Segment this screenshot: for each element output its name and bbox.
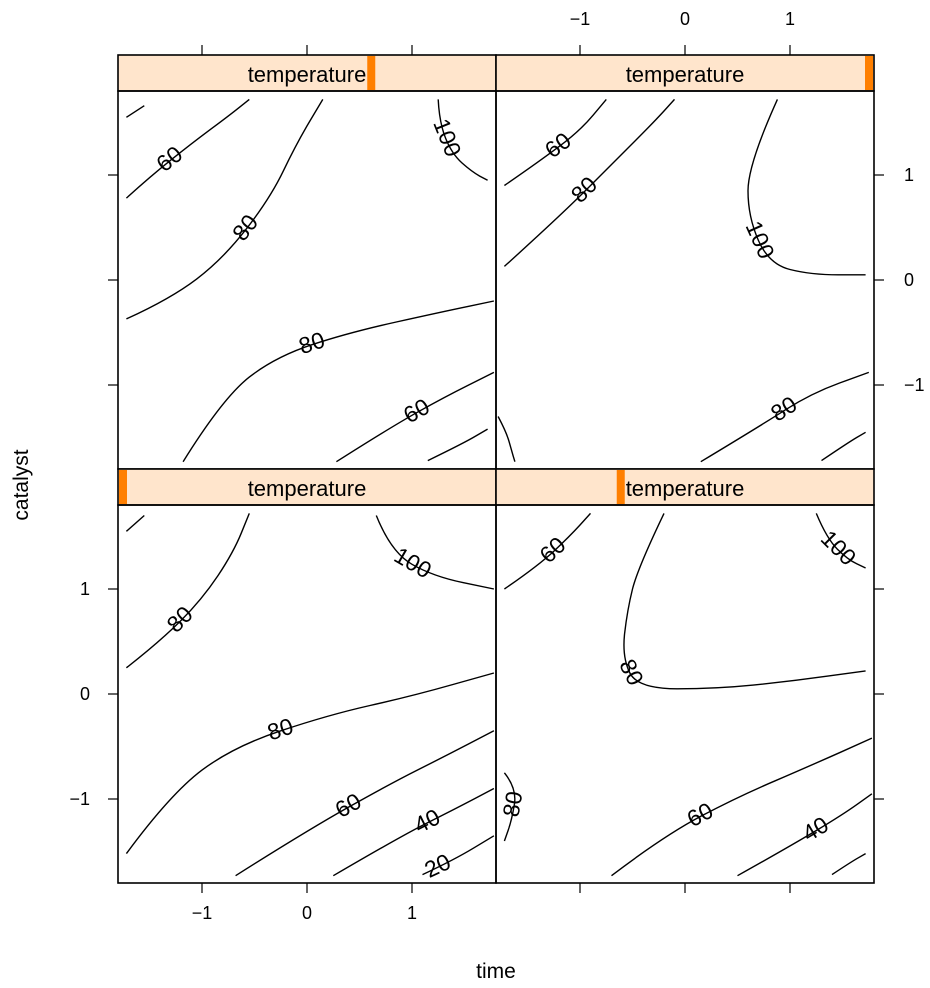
strip-label: temperature bbox=[626, 62, 745, 87]
x-axis-title: time bbox=[476, 960, 516, 983]
contour-line bbox=[126, 105, 145, 118]
contour-line bbox=[422, 835, 495, 876]
panel-2: temperature 60 80 100 80 bbox=[495, 54, 875, 470]
axes-layer: −1 0 1 −1 0 1 1 0 −1 1 0 −1 bbox=[69, 9, 924, 923]
contour-line bbox=[747, 99, 866, 276]
contour-line bbox=[182, 300, 495, 463]
y-tick-label-left: −1 bbox=[69, 789, 90, 809]
contour-label: 80 bbox=[566, 171, 602, 207]
contour-line bbox=[126, 99, 324, 320]
contour-line bbox=[125, 98, 250, 199]
contour-line bbox=[821, 431, 866, 462]
contour-line bbox=[375, 515, 495, 590]
contour-label: 60 bbox=[331, 788, 366, 823]
contour-label: 40 bbox=[410, 804, 445, 839]
contour-line bbox=[700, 371, 870, 463]
contour-line bbox=[235, 730, 495, 877]
contour-line bbox=[125, 513, 250, 669]
contour-label: 80 bbox=[295, 326, 327, 359]
panel-3: temperature 80 100 80 60 40 20 bbox=[117, 468, 497, 884]
contour-line bbox=[623, 513, 866, 690]
contour-line bbox=[737, 793, 873, 877]
strip-marker bbox=[616, 470, 625, 504]
contour-line bbox=[336, 371, 495, 463]
x-tick-label-bottom: 0 bbox=[302, 903, 312, 923]
contour-line bbox=[504, 512, 592, 590]
x-tick-label-top: −1 bbox=[570, 9, 591, 29]
contour-label: 60 bbox=[540, 127, 576, 163]
strip-label: temperature bbox=[626, 476, 745, 501]
contour-line bbox=[427, 428, 488, 462]
contours bbox=[503, 512, 873, 877]
contour-label: 80 bbox=[498, 789, 528, 819]
contours bbox=[125, 98, 495, 463]
x-tick-label-top: 0 bbox=[680, 9, 690, 29]
y-tick-label-right: −1 bbox=[904, 375, 925, 395]
contour-line bbox=[125, 514, 145, 532]
contour-line bbox=[815, 513, 866, 569]
contour-label: 100 bbox=[428, 115, 466, 160]
x-tick-label-bottom: 1 bbox=[407, 903, 417, 923]
strip-box bbox=[117, 54, 497, 92]
contour-label: 80 bbox=[264, 713, 296, 746]
strip-label: temperature bbox=[248, 476, 367, 501]
strip-marker bbox=[119, 470, 127, 504]
contour-label: 60 bbox=[399, 393, 434, 428]
contour-line bbox=[503, 772, 516, 842]
y-tick-label-left: 0 bbox=[80, 684, 90, 704]
contour-line bbox=[611, 737, 873, 877]
y-tick-label-right: 0 bbox=[904, 270, 914, 290]
contour-line bbox=[504, 98, 607, 187]
contour-line bbox=[831, 852, 866, 876]
x-tick-label-top: 1 bbox=[785, 9, 795, 29]
contour-label: 40 bbox=[798, 811, 833, 846]
y-tick-label-left: 1 bbox=[80, 579, 90, 599]
y-axis-title: catalyst bbox=[10, 449, 33, 520]
contour-label: 80 bbox=[766, 391, 802, 427]
strip-box bbox=[495, 468, 875, 506]
strip-marker bbox=[865, 56, 873, 90]
panels-layer: temperature 60 80 100 80 60 temperature 60 80 100… bbox=[117, 54, 875, 884]
contour-line bbox=[503, 98, 676, 267]
contour-line bbox=[437, 99, 488, 181]
strip-marker bbox=[367, 56, 376, 90]
contours bbox=[125, 513, 495, 877]
contour-line bbox=[332, 787, 495, 877]
strip-label: temperature bbox=[248, 62, 367, 87]
contour-label: 80 bbox=[161, 601, 197, 637]
contour-label: 60 bbox=[683, 797, 718, 832]
contour-line bbox=[125, 672, 495, 855]
contour-label: 100 bbox=[741, 217, 780, 263]
strip-box bbox=[117, 468, 497, 506]
y-tick-label-right: 1 bbox=[904, 165, 914, 185]
contour-label: 100 bbox=[390, 542, 436, 584]
contour-line bbox=[497, 416, 516, 462]
x-tick-label-bottom: −1 bbox=[192, 903, 213, 923]
contour-label: 100 bbox=[816, 525, 862, 571]
contours bbox=[497, 98, 870, 463]
contour-label: 20 bbox=[420, 848, 454, 882]
